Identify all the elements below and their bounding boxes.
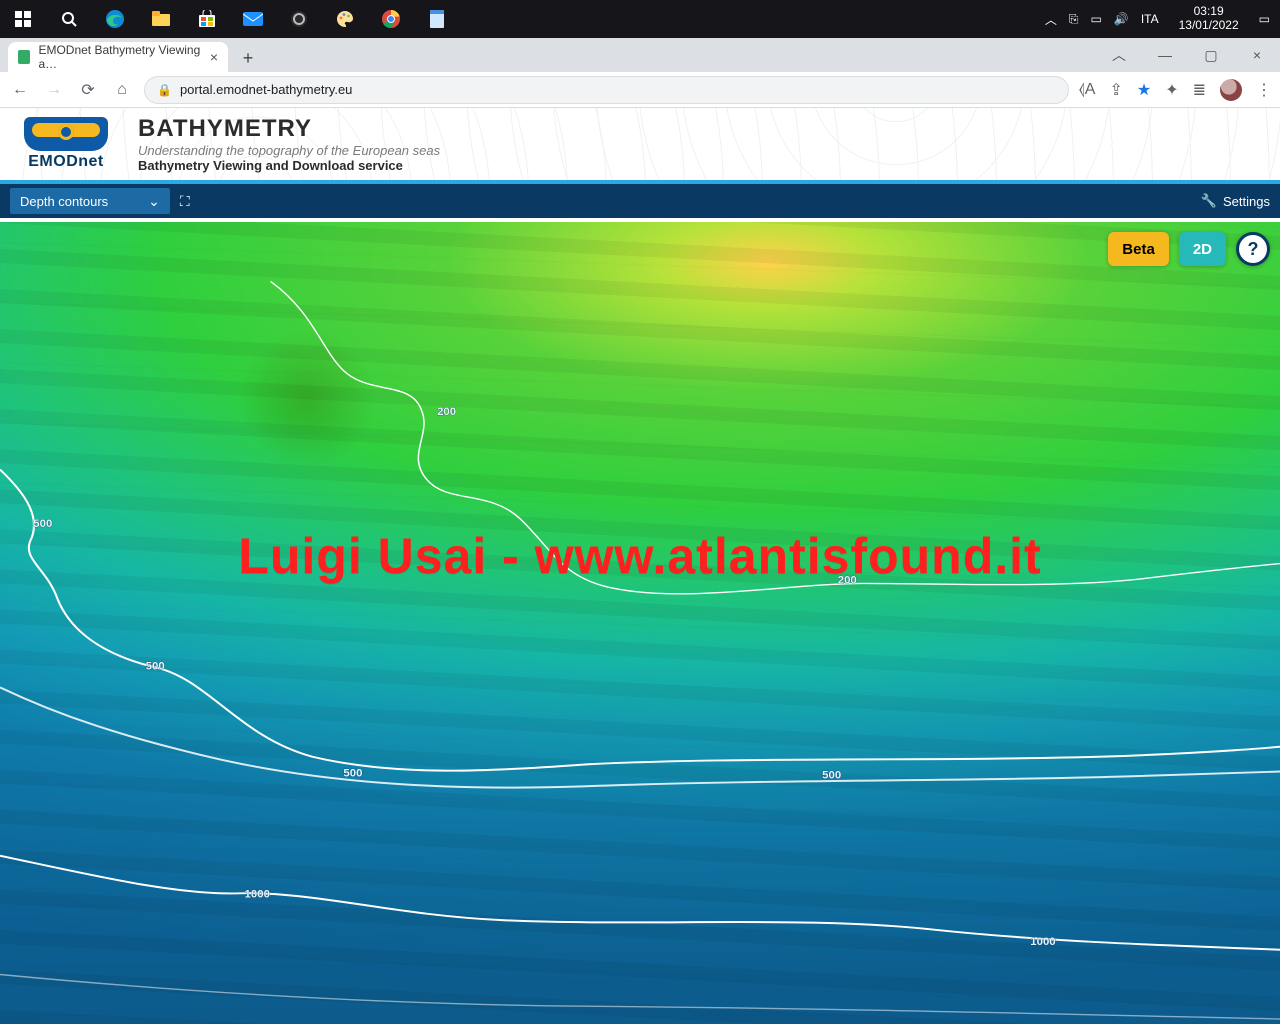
contour-label-200a: 200 [437, 406, 456, 418]
window-maximize-button[interactable]: ▢ [1188, 38, 1234, 72]
contour-200 [271, 281, 1280, 593]
beta-badge[interactable]: Beta [1108, 232, 1169, 266]
mail-icon[interactable] [230, 0, 276, 38]
contour-label-500b: 500 [146, 661, 165, 673]
obs-icon[interactable] [276, 0, 322, 38]
page-title: BATHYMETRY [138, 115, 440, 143]
settings-button[interactable]: 🔧 Settings [1201, 193, 1270, 209]
clock-date: 13/01/2022 [1179, 19, 1239, 33]
translate-icon[interactable]: ⦉A [1079, 81, 1096, 99]
contour-1000 [0, 856, 1280, 950]
edge-icon[interactable] [92, 0, 138, 38]
bookmark-star-icon[interactable]: ★ [1137, 80, 1151, 100]
tab-title: EMODnet Bathymetry Viewing a… [38, 43, 201, 71]
settings-label: Settings [1223, 194, 1270, 209]
tab-close-icon[interactable]: × [210, 49, 218, 65]
page-subtitle: Bathymetry Viewing and Download service [138, 158, 440, 173]
start-button[interactable] [0, 0, 46, 38]
notifications-icon[interactable]: ▭ [1259, 12, 1270, 26]
browser-window: EMODnet Bathymetry Viewing a… × + ︿ — ▢ … [0, 38, 1280, 1024]
profile-avatar[interactable] [1220, 79, 1242, 101]
contour-label-500c: 500 [343, 768, 362, 780]
layer-dropdown-label: Depth contours [20, 194, 108, 209]
mode-toggle-2d[interactable]: 2D [1179, 232, 1226, 266]
language-indicator[interactable]: ITA [1141, 12, 1159, 26]
tray-chevron-icon[interactable]: ︿ [1045, 11, 1057, 28]
reading-list-icon[interactable]: ≣ [1193, 80, 1206, 100]
window-minimize-button[interactable]: — [1142, 38, 1188, 72]
contour-deep [0, 974, 1280, 1019]
explorer-icon[interactable] [138, 0, 184, 38]
help-button[interactable]: ? [1236, 232, 1270, 266]
contour-label-1000b: 1000 [1030, 936, 1055, 948]
lock-icon: 🔒 [157, 83, 172, 97]
wrench-icon: 🔧 [1201, 193, 1217, 209]
layer-dropdown[interactable]: Depth contours ⌄ [10, 188, 170, 214]
chrome-icon[interactable] [368, 0, 414, 38]
chevron-down-icon: ⌄ [148, 193, 160, 210]
browser-titlebar: EMODnet Bathymetry Viewing a… × + ︿ — ▢ … [0, 38, 1280, 72]
browser-tab[interactable]: EMODnet Bathymetry Viewing a… × [8, 42, 228, 72]
page-content: EMODnet BATHYMETRY Understanding the top… [0, 108, 1280, 1024]
nav-reload-button[interactable]: ⟳ [76, 78, 100, 102]
map-controls: Beta 2D ? [1108, 232, 1270, 266]
tab-favicon [18, 50, 30, 64]
window-close-button[interactable]: × [1234, 38, 1280, 72]
contour-label-500d: 500 [822, 770, 841, 782]
network-icon[interactable]: ▭ [1091, 12, 1102, 26]
browser-menu-icon[interactable]: ⋮ [1256, 80, 1272, 100]
taskbar-clock[interactable]: 03:19 13/01/2022 [1171, 5, 1247, 33]
share-icon[interactable]: ⇪ [1109, 80, 1122, 100]
page-tagline: Understanding the topography of the Euro… [138, 143, 440, 158]
fullscreen-icon[interactable]: ⛶ [180, 193, 190, 210]
nav-home-button[interactable]: ⌂ [110, 78, 134, 102]
site-header: EMODnet BATHYMETRY Understanding the top… [0, 108, 1280, 184]
notepad-icon[interactable] [414, 0, 460, 38]
nav-forward-button[interactable]: → [42, 78, 66, 102]
address-url: portal.emodnet-bathymetry.eu [180, 82, 352, 97]
contour-label-500a: 500 [33, 518, 52, 530]
windows-taskbar: ︿ ⎘ ▭ 🔊 ITA 03:19 13/01/2022 ▭ [0, 0, 1280, 38]
address-bar[interactable]: 🔒 portal.emodnet-bathymetry.eu [144, 76, 1069, 104]
window-minimize-icon[interactable]: ︿ [1096, 38, 1142, 72]
watermark-text: Luigi Usai - www.atlantisfound.it [0, 527, 1280, 585]
paint-icon[interactable] [322, 0, 368, 38]
clock-time: 03:19 [1179, 5, 1239, 19]
store-icon[interactable] [184, 0, 230, 38]
contour-500b [0, 687, 1280, 787]
contour-label-1000a: 1000 [245, 888, 270, 900]
system-tray[interactable]: ︿ ⎘ ▭ 🔊 ITA 03:19 13/01/2022 ▭ [1045, 5, 1280, 33]
map-toolbar: Depth contours ⌄ ⛶ 🔧 Settings [0, 184, 1280, 218]
extensions-icon[interactable]: ✦ [1165, 80, 1178, 100]
new-tab-button[interactable]: + [234, 44, 262, 72]
devices-icon[interactable]: ⎘ [1069, 12, 1079, 27]
contour-500 [0, 470, 1280, 771]
volume-icon[interactable]: 🔊 [1114, 12, 1129, 26]
nav-back-button[interactable]: ← [8, 78, 32, 102]
emodnet-logo[interactable]: EMODnet [14, 114, 118, 174]
contours-svg: 200 200 500 500 500 500 1000 1000 [0, 222, 1280, 1024]
contour-label-200b: 200 [838, 575, 857, 587]
search-icon[interactable] [46, 0, 92, 38]
browser-toolbar: ← → ⟳ ⌂ 🔒 portal.emodnet-bathymetry.eu ⦉… [0, 72, 1280, 108]
logo-text: EMODnet [28, 153, 104, 171]
bathymetry-map[interactable]: 200 200 500 500 500 500 1000 1000 Luigi … [0, 222, 1280, 1024]
